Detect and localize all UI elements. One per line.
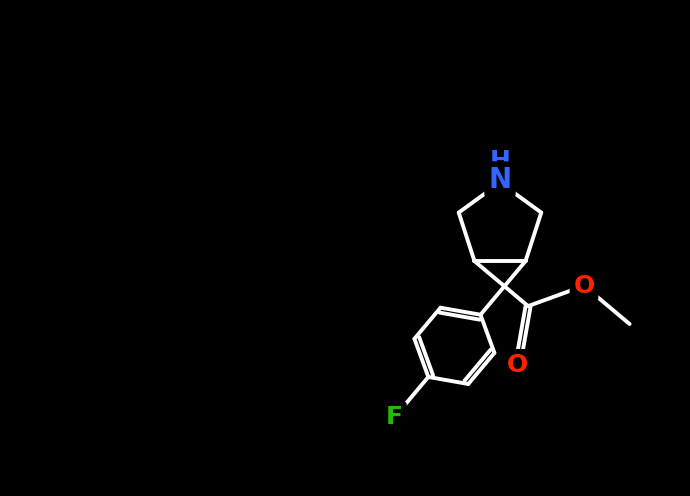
Text: H: H	[490, 149, 511, 173]
Text: N: N	[489, 166, 511, 193]
Text: F: F	[386, 405, 403, 429]
Text: O: O	[507, 353, 529, 376]
Text: O: O	[573, 274, 595, 298]
